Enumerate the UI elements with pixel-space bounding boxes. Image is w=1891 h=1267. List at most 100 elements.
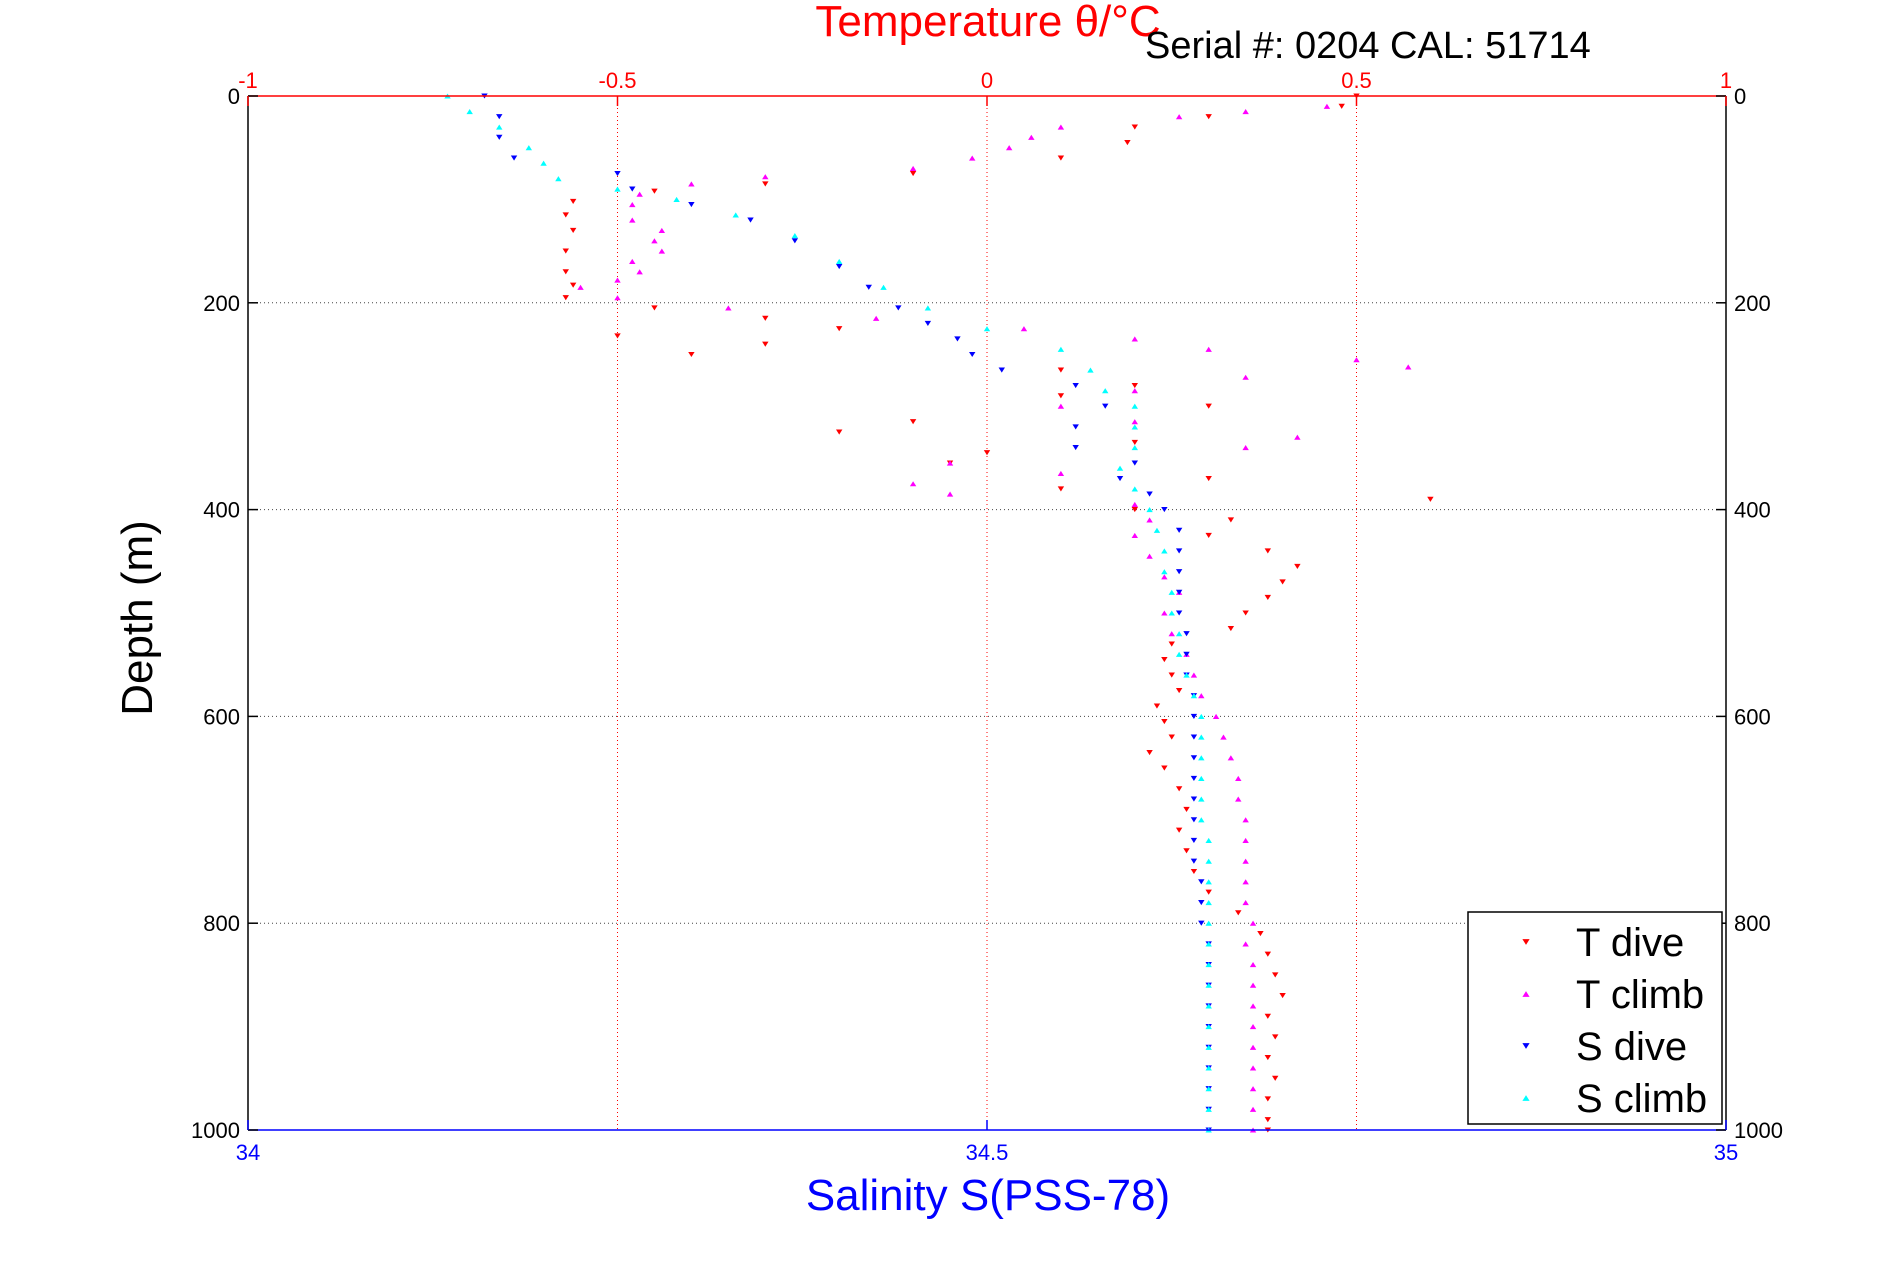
- data-point: [1249, 1003, 1257, 1009]
- series-layer: [444, 93, 1434, 1133]
- data-point: [1249, 1044, 1257, 1050]
- data-point: [1175, 589, 1183, 595]
- data-point: [1057, 470, 1065, 476]
- data-point: [688, 351, 695, 358]
- data-point: [732, 212, 739, 218]
- data-point: [1190, 672, 1198, 678]
- data-point: [865, 284, 872, 290]
- data-point: [895, 305, 902, 311]
- data-point: [1131, 419, 1138, 425]
- data-point: [954, 336, 961, 342]
- data-point: [1116, 476, 1124, 482]
- data-point: [1249, 962, 1257, 968]
- data-point: [1272, 972, 1279, 978]
- data-point: [1131, 439, 1138, 445]
- data-point: [569, 282, 577, 288]
- data-point: [1161, 719, 1168, 725]
- data-point: [1249, 1065, 1257, 1071]
- data-point: [1190, 693, 1198, 699]
- data-point: [1242, 108, 1249, 115]
- data-point: [1072, 424, 1079, 430]
- y-tick-label-left: 600: [203, 704, 240, 729]
- x-top-tick-label: 0.5: [1341, 68, 1372, 93]
- data-point: [1072, 445, 1079, 451]
- data-point: [836, 258, 843, 264]
- data-point: [651, 238, 658, 244]
- data-point: [1272, 1034, 1279, 1040]
- data-point: [1131, 507, 1138, 513]
- data-point: [1190, 837, 1198, 844]
- data-point: [1242, 374, 1249, 380]
- data-point: [1205, 941, 1212, 947]
- data-point: [629, 217, 636, 223]
- legend-label: S climb: [1576, 1077, 1707, 1121]
- data-point: [1168, 589, 1175, 595]
- data-point: [1175, 548, 1183, 554]
- data-point: [1198, 693, 1205, 699]
- data-point: [1190, 755, 1198, 761]
- data-point: [1264, 1055, 1272, 1061]
- data-point: [1175, 687, 1183, 694]
- data-point: [1242, 837, 1249, 844]
- data-point: [614, 277, 621, 283]
- data-point: [909, 481, 917, 487]
- data-point: [562, 212, 569, 218]
- legend-label: S dive: [1576, 1025, 1687, 1069]
- data-point: [1057, 393, 1065, 399]
- data-point: [1124, 139, 1131, 146]
- data-point: [1353, 357, 1360, 363]
- data-point: [1205, 1065, 1212, 1071]
- data-point: [1057, 346, 1065, 352]
- x-bottom-axis-label: Salinity S(PSS-78): [806, 1171, 1170, 1220]
- data-point: [909, 419, 917, 425]
- legend: T dive T climb S dive S climb: [1467, 911, 1723, 1125]
- legend-marker: [1522, 1095, 1530, 1101]
- data-point: [1161, 569, 1168, 575]
- data-point: [1153, 703, 1161, 709]
- data-point: [1102, 403, 1109, 409]
- data-point: [1168, 734, 1175, 740]
- y-axis-label: Depth (m): [113, 520, 162, 716]
- data-point: [1161, 548, 1168, 554]
- data-point: [1175, 569, 1183, 575]
- data-point: [791, 233, 799, 239]
- data-point: [836, 326, 843, 332]
- data-point: [1198, 775, 1205, 781]
- data-point: [762, 341, 769, 347]
- data-point: [466, 108, 473, 115]
- legend-marker: [1522, 1043, 1530, 1049]
- data-point: [1198, 755, 1205, 761]
- data-point: [496, 134, 503, 140]
- legend-box: [1467, 911, 1723, 1125]
- data-point: [1198, 899, 1205, 906]
- data-point: [1175, 527, 1183, 533]
- data-point: [1161, 610, 1168, 616]
- data-point: [1242, 858, 1249, 864]
- data-point: [1235, 796, 1242, 802]
- data-point: [1235, 775, 1242, 781]
- data-point: [496, 114, 503, 120]
- data-point: [1279, 579, 1286, 585]
- data-point: [496, 124, 503, 130]
- data-point: [1220, 734, 1227, 740]
- data-point: [569, 198, 577, 205]
- data-point: [1242, 899, 1249, 906]
- data-point: [562, 269, 569, 275]
- data-point: [747, 217, 754, 223]
- data-point: [688, 202, 695, 208]
- data-point: [1131, 388, 1138, 394]
- data-point: [1168, 641, 1175, 647]
- data-point: [1264, 951, 1272, 957]
- data-point: [525, 145, 533, 151]
- data-point: [1146, 750, 1153, 756]
- data-point: [1242, 445, 1249, 451]
- data-point: [1190, 734, 1198, 740]
- series-s-dive: [481, 93, 1212, 1133]
- series-s-climb: [444, 93, 1212, 1133]
- data-point: [1242, 879, 1249, 885]
- data-point: [1227, 755, 1235, 761]
- data-point: [1161, 656, 1168, 663]
- data-point: [540, 160, 547, 166]
- data-point: [1249, 1086, 1257, 1092]
